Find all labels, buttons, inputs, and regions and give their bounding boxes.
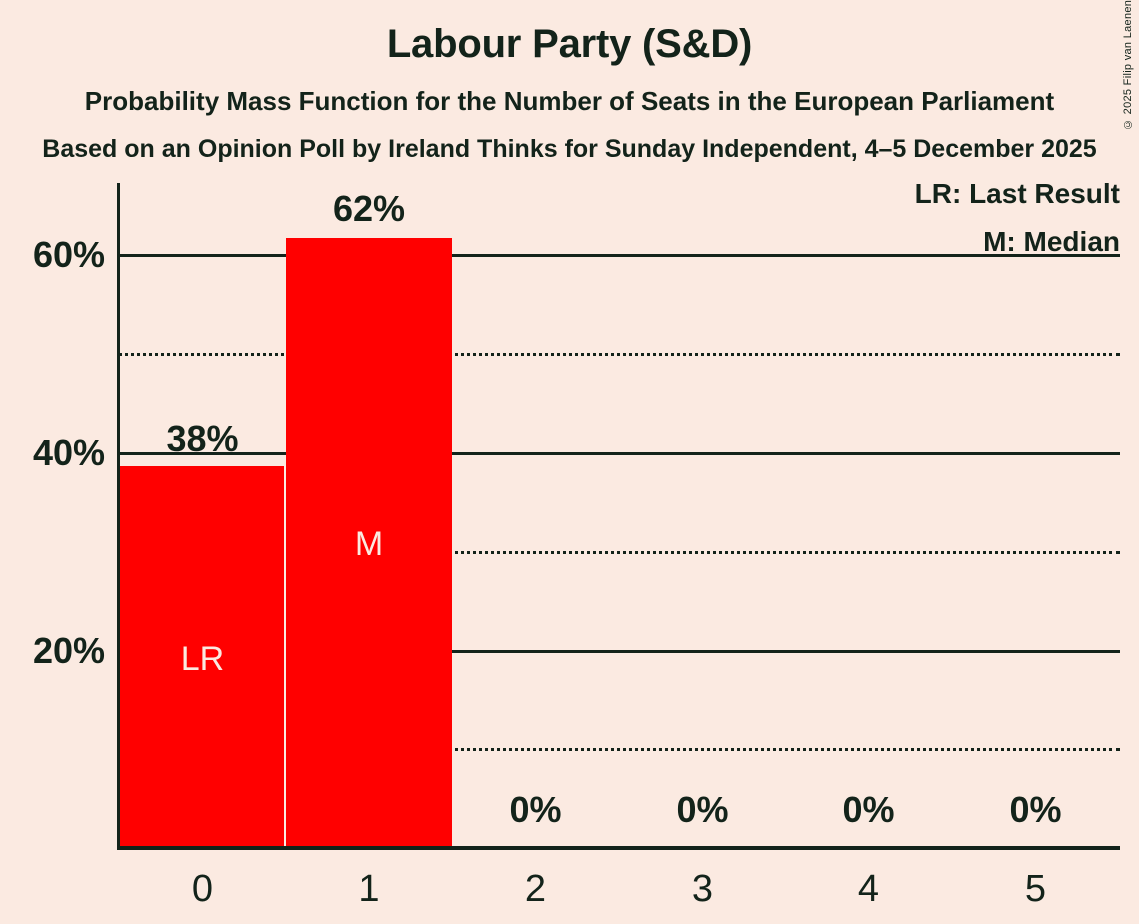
bar-value-label-5: 0% [1009, 789, 1062, 830]
bar-separator [284, 466, 286, 847]
y-tick-label-40: 40% [32, 432, 105, 473]
bar-marker-median: M [354, 525, 384, 563]
y-tick-label-60: 60% [32, 234, 105, 275]
bar-0[interactable] [119, 466, 286, 847]
page-title: Labour Party (S&D) [386, 22, 753, 66]
bar-value-label-2: 0% [509, 789, 562, 830]
gridline-40 [118, 452, 1120, 455]
x-tick-label-1: 1 [358, 868, 380, 910]
x-axis-line [117, 846, 1120, 850]
bar-value-label-4: 0% [842, 789, 895, 830]
x-tick-label-5: 5 [1024, 868, 1047, 910]
bar-1[interactable] [286, 238, 452, 847]
bar-value-label-3: 0% [676, 789, 729, 830]
gridline-20 [118, 650, 1120, 653]
gridline-10 [118, 748, 1120, 751]
x-tick-label-2: 2 [524, 868, 547, 910]
chart-subtitle: Probability Mass Function for the Number… [84, 86, 1055, 116]
gridline-50 [118, 353, 1120, 356]
bar-value-label-1: 62% [332, 188, 406, 229]
y-axis-line [117, 183, 120, 850]
y-tick-label-20: 20% [32, 630, 105, 671]
x-tick-label-4: 4 [857, 868, 880, 910]
chart-source-line: Based on an Opinion Poll by Ireland Thin… [42, 135, 1097, 163]
x-tick-label-3: 3 [691, 868, 714, 910]
gridline-30 [118, 551, 1120, 554]
legend-last-result: LR: Last Result [914, 178, 1120, 209]
gridline-60 [118, 254, 1120, 257]
bar-marker-last-result: LR [180, 640, 225, 678]
legend-median: M: Median [983, 226, 1120, 257]
x-tick-label-0: 0 [191, 868, 214, 910]
bar-value-label-0: 38% [166, 418, 239, 459]
